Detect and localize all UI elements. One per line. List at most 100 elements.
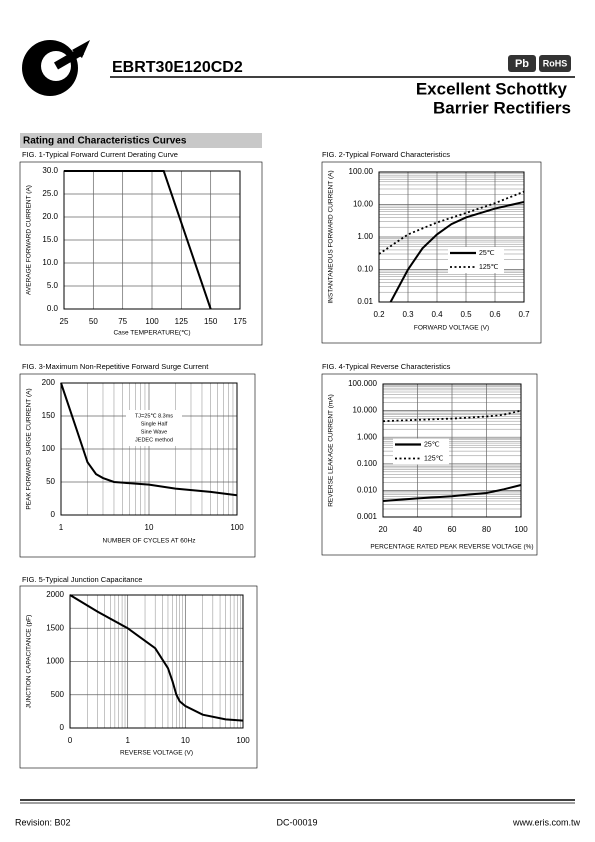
x-tick-label: 75: [118, 317, 127, 326]
x-tick-label: 100: [230, 523, 244, 532]
x-tick-label: 0.7: [518, 310, 530, 319]
x-tick-label: 0.3: [402, 310, 414, 319]
y-tick-label: 150: [42, 411, 56, 420]
x-tick-label: 100: [145, 317, 159, 326]
x-tick-label: 20: [379, 525, 388, 534]
y-tick-label: 15.0: [42, 235, 58, 244]
badge: RoHS: [543, 58, 568, 68]
chart-frame: [19, 373, 256, 558]
chart-frame: [321, 161, 542, 344]
chart-frame: [19, 161, 263, 346]
legend-label: 25℃: [479, 250, 495, 257]
x-tick-label: 150: [204, 317, 218, 326]
x-tick-label: 80: [482, 525, 491, 534]
y-tick-label: 1500: [46, 623, 64, 632]
x-axis-label: PERCENTAGE RATED PEAK REVERSE VOLTAGE (%…: [370, 544, 533, 551]
y-tick-label: 20.0: [42, 212, 58, 221]
data-line: [382, 484, 522, 502]
annotation: Single Half: [141, 421, 168, 427]
y-tick-label: 1.00: [357, 232, 373, 241]
x-tick-label: 0.5: [460, 310, 472, 319]
website: www.eris.com.tw: [512, 817, 581, 827]
y-tick-label: 0: [60, 723, 65, 732]
x-tick-label: 60: [448, 525, 457, 534]
y-tick-label: 0.0: [47, 304, 59, 313]
plot-area: [69, 594, 244, 729]
badge-bg: [539, 55, 571, 72]
chart-caption: FIG. 4-Typical Reverse Characteristics: [322, 362, 451, 371]
y-axis-label: JUNCTION CAPACITANCE (pF): [26, 615, 33, 709]
annotation: JEDEC method: [135, 437, 173, 443]
y-axis-label: INSTANTANEOUS FORWARD CURRENT (A): [328, 170, 335, 303]
data-line: [64, 170, 212, 310]
y-tick-label: 100.000: [348, 379, 377, 388]
doc-title: Barrier Rectifiers: [433, 98, 571, 117]
x-tick-label: 25: [60, 317, 69, 326]
y-tick-label: 0.001: [357, 512, 378, 521]
y-tick-label: 500: [51, 690, 65, 699]
y-tick-label: 1000: [46, 657, 64, 666]
x-tick-label: 100: [514, 525, 528, 534]
plot-area: [382, 383, 522, 518]
data-line: [382, 409, 522, 423]
x-tick-label: 125: [175, 317, 189, 326]
x-axis-label: Case TEMPERATURE(℃): [113, 330, 190, 337]
chart-frame: [19, 585, 258, 769]
x-tick-label: 0.6: [489, 310, 501, 319]
doc-number: DC-00019: [276, 817, 317, 827]
legend-label: 125℃: [479, 264, 499, 271]
y-tick-label: 0: [51, 510, 56, 519]
badge: Pb: [515, 58, 529, 70]
x-tick-label: 50: [89, 317, 98, 326]
x-tick-label: 175: [233, 317, 247, 326]
plot-area: [60, 382, 238, 516]
data-line: [69, 594, 244, 722]
legend-box: [448, 247, 504, 273]
annotation: Sine Wave: [141, 429, 167, 435]
data-line: [60, 382, 238, 497]
badge-bg: [508, 55, 536, 72]
doc-title: Excellent Schottky: [416, 79, 568, 98]
x-tick-label: 0: [68, 736, 73, 745]
annotation: TJ=25℃ 8.3ms: [135, 413, 173, 419]
chart-caption: FIG. 3-Maximum Non-Repetitive Forward Su…: [22, 362, 209, 371]
annotation-box: [126, 410, 182, 446]
y-tick-label: 2000: [46, 590, 64, 599]
y-axis-label: REVERSE LEAKAGE CURRENT (mA): [328, 394, 335, 507]
chart-frame: [321, 373, 538, 556]
chart-caption: FIG. 2-Typical Forward Characteristics: [322, 150, 450, 159]
x-tick-label: 0.2: [373, 310, 385, 319]
y-tick-label: 50: [46, 477, 55, 486]
y-tick-label: 100: [42, 444, 56, 453]
x-tick-label: 1: [125, 736, 130, 745]
y-axis-label: PEAK FORWARD SURGE CURRENT (A): [26, 388, 33, 509]
y-tick-label: 0.010: [357, 486, 378, 495]
x-tick-label: 0.4: [431, 310, 443, 319]
x-tick-label: 10: [181, 736, 190, 745]
x-axis-label: REVERSE VOLTAGE (V): [120, 750, 193, 757]
y-tick-label: 5.0: [47, 281, 59, 290]
y-tick-label: 10.00: [353, 200, 374, 209]
y-tick-label: 25.0: [42, 189, 58, 198]
legend-box: [393, 438, 449, 465]
y-tick-label: 200: [42, 378, 56, 387]
legend-label: 125℃: [424, 455, 444, 462]
y-tick-label: 30.0: [42, 166, 58, 175]
plot-area: [378, 171, 525, 303]
data-line: [378, 190, 525, 255]
y-tick-label: 10.000: [353, 406, 378, 415]
y-tick-label: 0.10: [357, 265, 373, 274]
x-tick-label: 10: [145, 523, 154, 532]
part-number: EBRT30E120CD2: [112, 59, 243, 76]
revision: Revision: B02: [15, 817, 71, 827]
y-tick-label: 0.100: [357, 459, 378, 468]
chart-caption: FIG. 1-Typical Forward Current Derating …: [22, 150, 178, 159]
y-tick-label: 1.000: [357, 432, 378, 441]
x-axis-label: FORWARD VOLTAGE (V): [414, 325, 489, 332]
section-title: Rating and Characteristics Curves: [23, 136, 187, 147]
section-bar: [20, 133, 262, 148]
y-tick-label: 10.0: [42, 258, 58, 267]
y-axis-label: AVERAGE FORWARD CURRENT (A): [26, 185, 33, 295]
